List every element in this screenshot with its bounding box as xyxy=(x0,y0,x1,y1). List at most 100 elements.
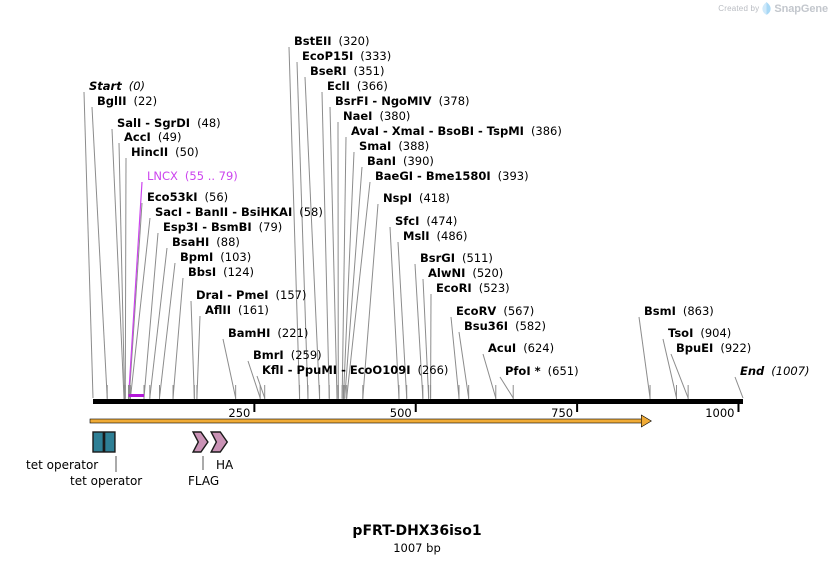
enzyme-label[interactable]: MslI (486) xyxy=(403,230,467,243)
enzyme-label[interactable]: BsaHI (88) xyxy=(172,236,240,249)
enzyme-leader-line xyxy=(256,375,266,399)
enzyme-name: HincII xyxy=(131,145,169,159)
enzyme-label[interactable]: SmaI (388) xyxy=(359,140,429,153)
enzyme-name: KflI - PpuMI - EcoO109I xyxy=(262,363,411,377)
enzyme-label[interactable]: EcoP15I (333) xyxy=(302,50,391,63)
enzyme-label[interactable]: BstEII (320) xyxy=(294,35,369,48)
enzyme-leader-line xyxy=(458,331,470,399)
feature-label[interactable]: HA xyxy=(216,458,234,472)
enzyme-label[interactable]: Esp3I - BsmBI (79) xyxy=(163,221,282,234)
enzyme-label[interactable]: BamHI (221) xyxy=(228,327,308,340)
enzyme-position: (259) xyxy=(290,348,322,362)
enzyme-label[interactable]: BpmI (103) xyxy=(180,251,251,264)
enzyme-label[interactable]: BaeGI - Bme1580I (393) xyxy=(375,170,529,183)
enzyme-name: TsoI xyxy=(668,326,694,340)
enzyme-label[interactable]: EclI (366) xyxy=(327,80,388,93)
enzyme-leader-line xyxy=(143,232,159,399)
enzyme-position: (393) xyxy=(497,169,529,183)
enzyme-label[interactable]: Bsu36I (582) xyxy=(464,320,546,333)
enzyme-leader-line xyxy=(288,46,301,399)
enzyme-leader-line xyxy=(172,277,184,399)
enzyme-label[interactable]: LNCX (55 .. 79) xyxy=(147,170,238,183)
enzyme-leader-line xyxy=(247,360,261,399)
enzyme-label[interactable]: AflII (161) xyxy=(205,304,269,317)
enzyme-leader-line xyxy=(638,316,651,399)
enzyme-position: (904) xyxy=(700,326,732,340)
enzyme-position: (624) xyxy=(523,341,555,355)
enzyme-label[interactable]: PfoI * (651) xyxy=(505,365,579,378)
enzyme-leader-line xyxy=(91,106,108,399)
enzyme-label[interactable]: AccI (49) xyxy=(124,131,181,144)
enzyme-leader-line xyxy=(362,203,379,399)
enzyme-label[interactable]: NaeI (380) xyxy=(343,110,410,123)
enzyme-leader-lines xyxy=(83,46,744,399)
enzyme-label[interactable]: BseRI (351) xyxy=(310,65,384,78)
enzyme-label[interactable]: HincII (50) xyxy=(131,146,199,159)
enzyme-name: BpuEI xyxy=(676,341,714,355)
ruler-tick-label: 500 xyxy=(389,406,412,420)
enzyme-label[interactable]: BmrI (259) xyxy=(253,349,322,362)
enzyme-name: BsaHI xyxy=(172,235,210,249)
enzyme-label[interactable]: AlwNI (520) xyxy=(428,267,503,280)
enzyme-label[interactable]: BglII (22) xyxy=(97,95,157,108)
enzyme-label[interactable]: DraI - PmeI (157) xyxy=(196,289,306,302)
enzyme-name: BamHI xyxy=(228,326,271,340)
enzyme-position: (1007) xyxy=(771,364,810,378)
enzyme-label[interactable]: BsrFI - NgoMIV (378) xyxy=(335,95,470,108)
enzyme-position: (58) xyxy=(299,205,323,219)
enzyme-label[interactable]: KflI - PpuMI - EcoO109I (266) xyxy=(262,364,448,377)
enzyme-label[interactable]: EcoRI (523) xyxy=(436,282,510,295)
orf-arrow-head xyxy=(641,414,652,428)
enzyme-name: BseRI xyxy=(310,64,347,78)
enzyme-label[interactable]: BanI (390) xyxy=(367,155,434,168)
enzyme-position: (0) xyxy=(128,79,146,93)
enzyme-label[interactable]: AcuI (624) xyxy=(488,342,554,355)
enzyme-name: LNCX xyxy=(147,169,178,183)
plasmid-size: 1007 bp xyxy=(393,541,441,555)
enzyme-label[interactable]: Start (0) xyxy=(89,80,145,93)
feature-label[interactable]: tet operator xyxy=(70,474,143,488)
enzyme-leader-line xyxy=(344,166,363,399)
enzyme-label-list: Start (0) BglII (22) SalI - SgrDI (48) AccI (49… xyxy=(89,35,810,378)
feature-glyph[interactable] xyxy=(92,431,105,453)
enzyme-position: (863) xyxy=(682,304,714,318)
feature-glyph[interactable] xyxy=(191,431,209,453)
enzyme-name: NspI xyxy=(383,191,412,205)
enzyme-name: AcuI xyxy=(488,341,517,355)
enzyme-label[interactable]: NspI (418) xyxy=(383,192,450,205)
enzyme-name: EcoRI xyxy=(436,281,472,295)
enzyme-position: (418) xyxy=(418,191,450,205)
enzyme-leader-line xyxy=(499,376,514,399)
enzyme-leader-line xyxy=(662,338,678,399)
enzyme-leader-line xyxy=(127,181,143,399)
enzyme-name: DraI - PmeI xyxy=(196,288,269,302)
enzyme-leader-line xyxy=(149,247,168,399)
enzyme-label[interactable]: BsrGI (511) xyxy=(420,252,493,265)
enzyme-label[interactable]: EcoRV (567) xyxy=(456,305,534,318)
feature-glyph[interactable] xyxy=(209,431,229,453)
enzyme-label[interactable]: AvaI - XmaI - BsoBI - TspMI (386) xyxy=(351,125,562,138)
feature-glyph[interactable] xyxy=(103,431,116,453)
enzyme-label[interactable]: SalI - SgrDI (48) xyxy=(117,117,221,130)
enzyme-name: BglII xyxy=(97,94,127,108)
enzyme-label[interactable]: BbsI (124) xyxy=(188,266,254,279)
enzyme-label[interactable]: TsoI (904) xyxy=(668,327,731,340)
enzyme-position: (161) xyxy=(237,303,269,317)
ruler-tick-label: 250 xyxy=(228,406,251,420)
enzyme-position: (582) xyxy=(515,319,547,333)
feature-label[interactable]: FLAG xyxy=(188,474,220,488)
enzyme-label[interactable]: SacI - BanII - BsiHKAI (58) xyxy=(155,206,323,219)
enzyme-label[interactable]: Eco53kI (56) xyxy=(147,191,228,204)
enzyme-leader-line xyxy=(124,157,127,399)
enzyme-leader-line xyxy=(341,136,347,399)
enzyme-label[interactable]: BpuEI (922) xyxy=(676,342,751,355)
enzyme-label[interactable]: BsmI (863) xyxy=(644,305,714,318)
enzyme-leader-line xyxy=(129,217,151,399)
enzyme-label[interactable]: End (1007) xyxy=(740,365,810,378)
feature-glyphs xyxy=(92,431,229,453)
enzyme-name: BaeGI - Bme1580I xyxy=(375,169,491,183)
enzyme-label[interactable]: SfcI (474) xyxy=(395,215,457,228)
enzyme-name: AlwNI xyxy=(428,266,466,280)
feature-label[interactable]: tet operator xyxy=(26,458,99,472)
